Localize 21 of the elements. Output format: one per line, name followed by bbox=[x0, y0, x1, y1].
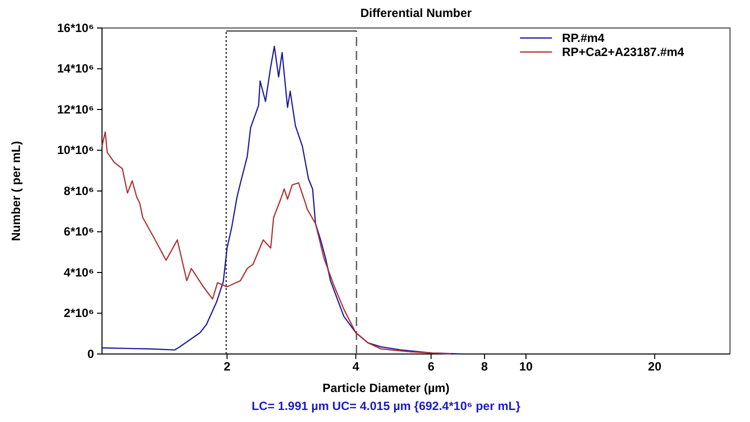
y-tick-label: 6*10⁶ bbox=[64, 224, 94, 239]
y-tick-label: 10*10⁶ bbox=[57, 143, 94, 158]
y-tick-label: 14*10⁶ bbox=[57, 62, 94, 76]
x-tick-label: 4 bbox=[352, 360, 360, 374]
chart-title: Differential Number bbox=[360, 6, 472, 20]
y-tick-label: 8*10⁶ bbox=[64, 184, 94, 198]
x-axis-title: Particle Diameter (µm) bbox=[322, 381, 450, 395]
text: LC= 1.991 µm UC= 4.015 µm {692.4*10⁶ per mL} bbox=[252, 399, 521, 413]
legend-label: RP+Ca2+A23187.#m4 bbox=[562, 45, 684, 59]
x-tick-label: 10 bbox=[519, 360, 533, 374]
x-tick-label: 8 bbox=[481, 360, 488, 374]
y-tick-label: 0 bbox=[87, 346, 94, 361]
y-tick-label: 2*10⁶ bbox=[64, 306, 94, 320]
x-tick-label: 20 bbox=[648, 360, 662, 374]
x-tick-label: 2 bbox=[224, 360, 231, 374]
y-tick-label: 4*10⁶ bbox=[64, 265, 94, 280]
y-tick-label: 16*10⁶ bbox=[57, 20, 94, 35]
legend-label: RP.#m4 bbox=[562, 31, 605, 45]
y-axis-title: Number ( per mL) bbox=[9, 140, 23, 242]
y-tick-label: 12*10⁶ bbox=[57, 102, 94, 116]
x-tick-label: 6 bbox=[428, 360, 435, 374]
